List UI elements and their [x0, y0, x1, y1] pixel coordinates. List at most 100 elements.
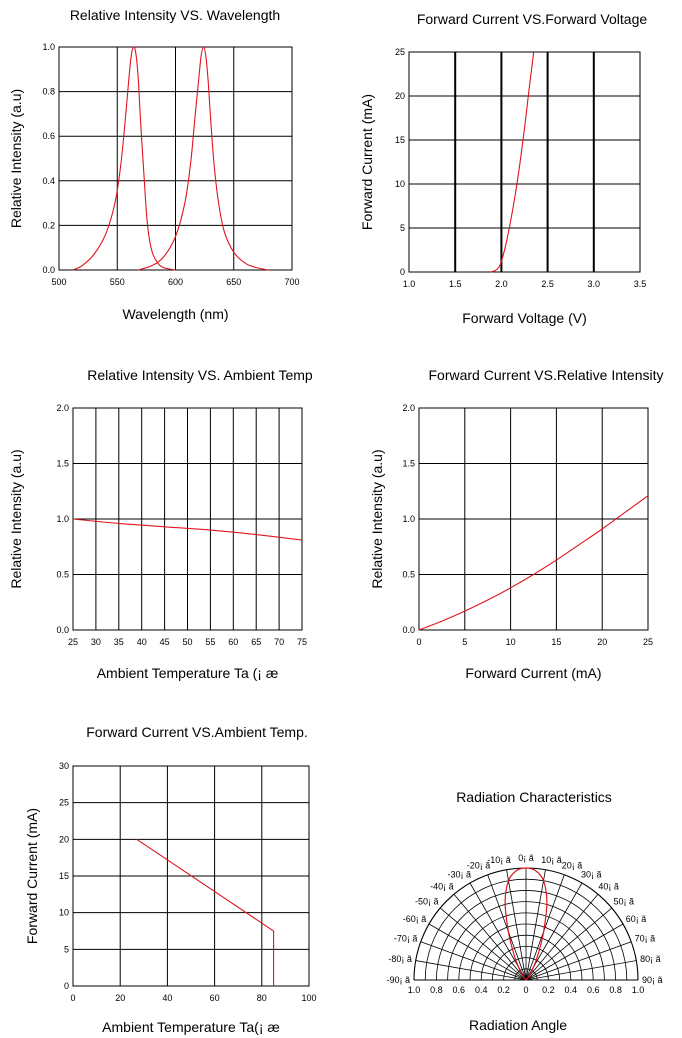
polar-spoke — [525, 893, 599, 981]
chart-title: Relative Intensity VS. Ambient Temp — [87, 367, 313, 383]
y-tick-label: 5 — [400, 223, 405, 233]
y-tick-label: 0 — [64, 981, 69, 991]
y-tick-label: 2.0 — [402, 403, 415, 413]
y-tick-label: 1.0 — [42, 42, 55, 52]
y-tick-label: 20 — [59, 834, 69, 844]
x-tick-label: 65 — [251, 637, 261, 647]
radius-tick-label: 0.6 — [587, 985, 600, 995]
polar-spoke — [453, 893, 527, 981]
series-line-1 — [72, 46, 176, 271]
y-tick-label: 0.0 — [402, 625, 415, 635]
polar-spoke — [525, 960, 637, 981]
polar-spoke — [525, 923, 624, 981]
y-tick-label: 15 — [395, 135, 405, 145]
chart-title: Forward Current VS.Relative Intensity — [429, 367, 664, 383]
y-tick-label: 10 — [59, 908, 69, 918]
x-tick-label: 10 — [506, 637, 516, 647]
series-line-1 — [418, 495, 649, 631]
polar-spoke — [525, 869, 546, 981]
x-axis-label: Forward Current (mA) — [465, 665, 601, 681]
x-tick-label: 25 — [68, 637, 78, 647]
x-tick-label: 40 — [137, 637, 147, 647]
x-tick-label: 2.0 — [495, 279, 508, 289]
x-tick-label: 80 — [257, 993, 267, 1003]
y-tick-label: 2.0 — [56, 403, 69, 413]
series-line-1 — [136, 838, 275, 986]
y-tick-label: 0.8 — [42, 87, 55, 97]
x-tick-label: 1.5 — [449, 279, 462, 289]
x-tick-label: 55 — [205, 637, 215, 647]
y-tick-label: 0.5 — [402, 570, 415, 580]
y-tick-label: 0.2 — [42, 220, 55, 230]
chart-ivcurve: Forward Current VS.Forward Voltage 1.0 1.5… — [359, 11, 647, 326]
plot-frame — [408, 51, 641, 273]
angle-label: -90¡ ã — [386, 975, 410, 985]
x-tick-label: 45 — [160, 637, 170, 647]
angle-label: 10¡ ã — [541, 855, 562, 865]
angle-label: -60¡ ã — [403, 914, 427, 924]
polar-spoke — [506, 869, 527, 981]
x-tick-label: 100 — [301, 993, 316, 1003]
radius-tick-label: 0.2 — [542, 985, 555, 995]
x-axis-label: Radiation Angle — [469, 1017, 567, 1033]
x-tick-label: 500 — [51, 277, 66, 287]
polar-spoke — [428, 923, 527, 981]
x-tick-label: 0 — [70, 993, 75, 1003]
x-tick-label: 20 — [115, 993, 125, 1003]
y-tick-label: 1.0 — [402, 514, 415, 524]
x-axis-label: Forward Voltage (V) — [462, 310, 587, 326]
y-tick-label: 0.6 — [42, 131, 55, 141]
angle-label: 60¡ ã — [626, 914, 647, 924]
x-tick-label: 0 — [416, 637, 421, 647]
radius-tick-label: 0.4 — [475, 985, 488, 995]
y-tick-label: 5 — [64, 944, 69, 954]
angle-label: -20¡ ã — [467, 860, 491, 870]
y-axis-label: Relative Intensity (a.u) — [369, 449, 385, 588]
chart-title: Relative Intensity VS. Wavelength — [70, 7, 280, 23]
x-tick-label: 60 — [210, 993, 220, 1003]
angle-label: -70¡ ã — [394, 933, 418, 943]
x-tick-label: 2.5 — [541, 279, 554, 289]
x-tick-label: 5 — [462, 637, 467, 647]
polar-spoke — [487, 874, 527, 981]
y-axis-label: Forward Current (mA) — [24, 808, 40, 944]
polar-spoke — [525, 874, 565, 981]
x-tick-label: 50 — [182, 637, 192, 647]
radius-tick-label: 1.0 — [408, 985, 421, 995]
radius-tick-label: 0.8 — [430, 985, 443, 995]
y-tick-label: 0.4 — [42, 176, 55, 186]
chart-radiation: Radiation Characteristics -90¡ ã -80¡ ã -70… — [386, 789, 662, 1033]
y-tick-label: 15 — [59, 871, 69, 881]
series-line-1 — [72, 518, 303, 541]
x-tick-label: 600 — [168, 277, 183, 287]
x-tick-label: 75 — [297, 637, 307, 647]
x-axis-label: Ambient Temperature Ta (¡ æ — [97, 665, 279, 681]
x-tick-label: 60 — [228, 637, 238, 647]
radius-tick-label: 1.0 — [632, 985, 645, 995]
angle-label: 80¡ ã — [640, 954, 661, 964]
polar-spoke — [420, 941, 527, 981]
y-tick-label: 0.0 — [56, 625, 69, 635]
radius-tick-label: 0 — [523, 985, 528, 995]
x-tick-label: 25 — [643, 637, 653, 647]
radius-tick-label: 0.6 — [453, 985, 466, 995]
x-tick-label: 550 — [110, 277, 125, 287]
x-tick-label: 35 — [114, 637, 124, 647]
x-tick-label: 1.0 — [403, 279, 416, 289]
chart-spectrum: Relative Intensity VS. Wavelength 500 550 6… — [8, 7, 300, 322]
x-tick-label: 15 — [551, 637, 561, 647]
y-tick-label: 1.0 — [56, 514, 69, 524]
radius-tick-label: 0.8 — [609, 985, 622, 995]
y-axis-label: Relative Intensity (a.u) — [8, 89, 24, 228]
chart-title: Radiation Characteristics — [456, 789, 612, 805]
y-tick-label: 0 — [400, 267, 405, 277]
angle-label: -30¡ ã — [447, 869, 471, 879]
angle-label: 40¡ ã — [598, 882, 619, 892]
angle-label: 20¡ ã — [562, 860, 583, 870]
y-tick-label: 0.5 — [56, 570, 69, 580]
y-tick-label: 25 — [59, 798, 69, 808]
radiation-pattern-line — [504, 867, 548, 981]
y-axis-label: Relative Intensity (a.u) — [8, 449, 24, 588]
x-tick-label: 3.5 — [634, 279, 647, 289]
